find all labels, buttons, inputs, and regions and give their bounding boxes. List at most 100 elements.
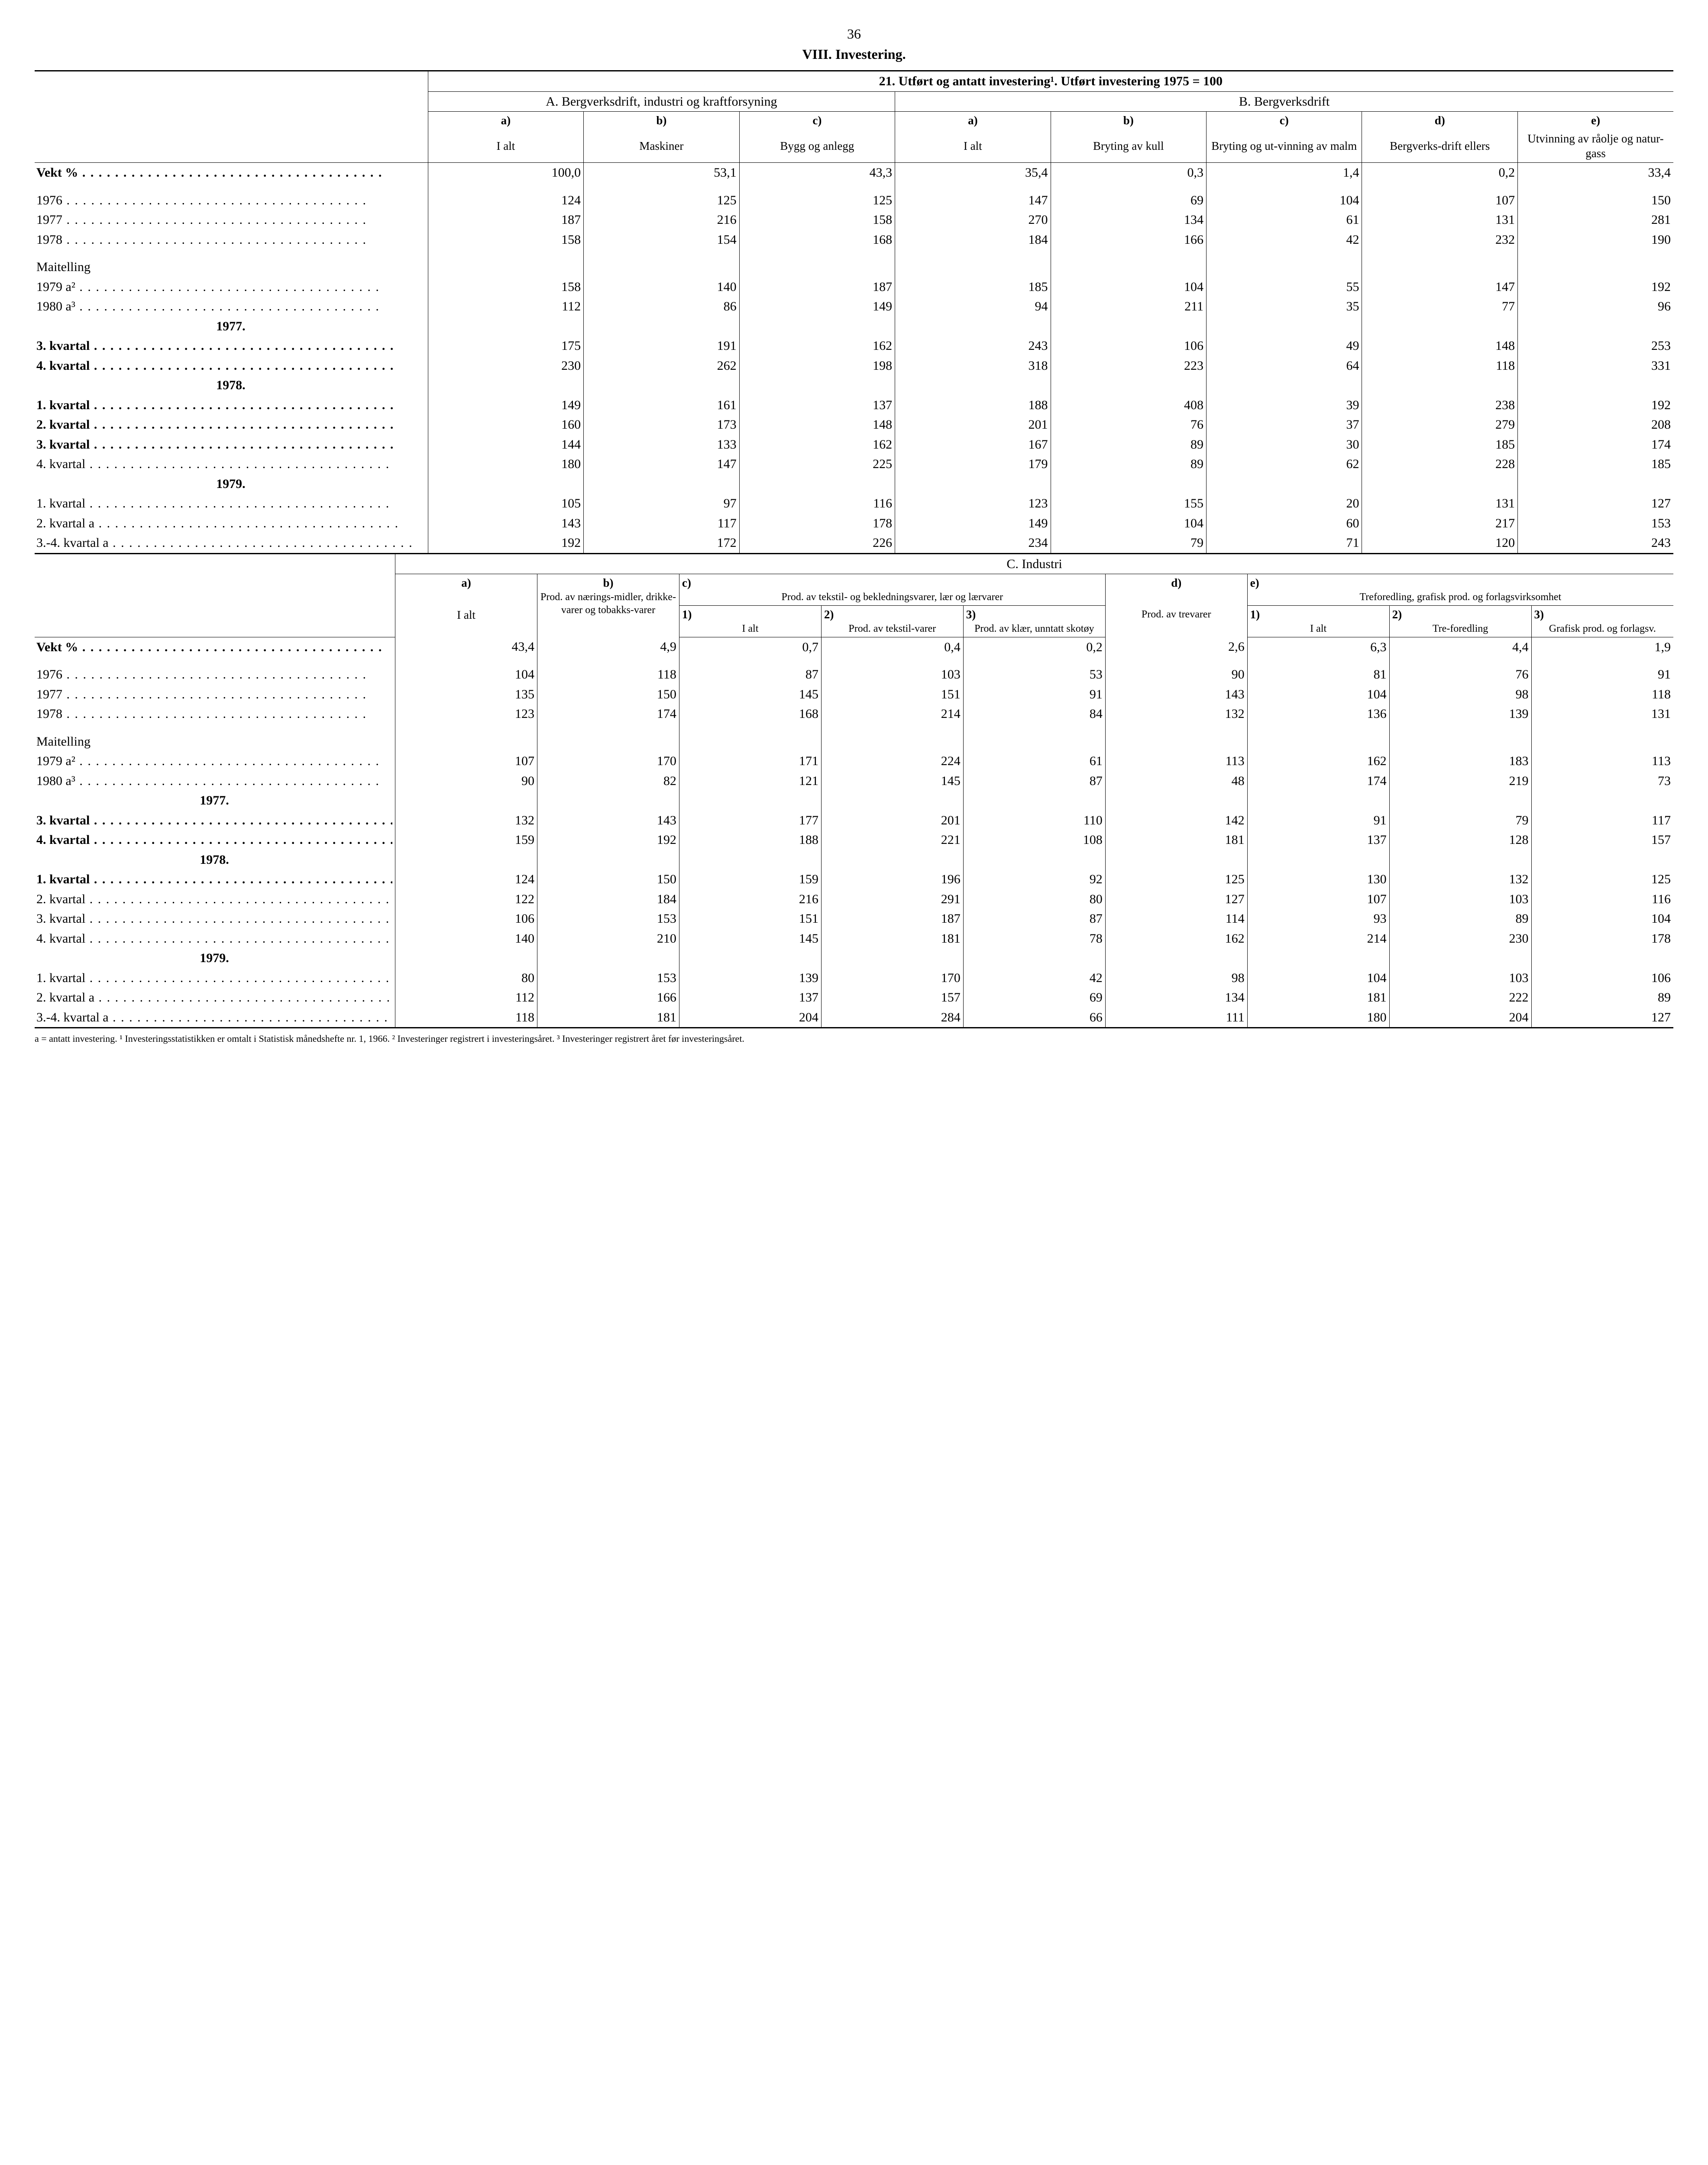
data-cell: 78 (963, 929, 1105, 949)
data-cell: 168 (739, 230, 895, 250)
data-cell: 97 (584, 494, 739, 514)
data-cell: 192 (1517, 395, 1673, 415)
data-cell: 39 (1207, 395, 1362, 415)
row-label: 3. kvartal (35, 811, 395, 830)
data-cell: 137 (739, 395, 895, 415)
data-cell: 43,3 (739, 163, 895, 183)
data-cell: 279 (1362, 415, 1517, 435)
data-cell: 103 (821, 665, 963, 685)
groupB-title: B. Bergverksdrift (895, 91, 1673, 112)
col-letter: a) (501, 114, 511, 127)
data-cell: 96 (1517, 297, 1673, 317)
data-cell: 211 (1051, 297, 1206, 317)
data-cell: 124 (395, 869, 537, 889)
data-cell: 224 (821, 751, 963, 771)
col-label: Bergverks-drift ellers (1362, 130, 1517, 163)
data-cell: 262 (584, 356, 739, 376)
data-cell: 184 (895, 230, 1051, 250)
col-letter: c) (1280, 114, 1289, 127)
data-cell: 125 (1531, 869, 1673, 889)
data-cell (1105, 732, 1247, 752)
data-cell: 113 (1105, 751, 1247, 771)
col-label: Maskiner (584, 130, 739, 163)
data-cell: 100,0 (428, 163, 583, 183)
data-cell: 0,2 (963, 637, 1105, 657)
data-cell: 145 (679, 685, 821, 704)
data-cell: 162 (739, 435, 895, 455)
data-cell (895, 257, 1051, 277)
data-cell: 123 (895, 494, 1051, 514)
data-cell (739, 257, 895, 277)
col-letter: e) (1591, 114, 1600, 127)
data-cell: 92 (963, 869, 1105, 889)
data-cell: 149 (739, 297, 895, 317)
data-cell: 166 (1051, 230, 1206, 250)
data-cell: 153 (1517, 514, 1673, 533)
data-cell: 167 (895, 435, 1051, 455)
data-cell: 120 (1362, 533, 1517, 553)
data-cell: 149 (428, 395, 583, 415)
row-label: 1. kvartal (35, 968, 395, 988)
col-letter: 3) (1534, 607, 1671, 622)
data-cell: 150 (1517, 191, 1673, 210)
data-cell: 130 (1247, 869, 1389, 889)
data-cell (1517, 257, 1673, 277)
col-label: I alt (895, 130, 1051, 163)
data-cell: 118 (537, 665, 679, 685)
data-cell: 143 (1105, 685, 1247, 704)
data-cell: 149 (895, 514, 1051, 533)
data-cell: 168 (679, 704, 821, 724)
data-cell: 145 (821, 771, 963, 791)
data-cell: 157 (1531, 830, 1673, 850)
data-cell: 187 (821, 909, 963, 929)
data-cell: 210 (537, 929, 679, 949)
data-cell: 142 (1105, 811, 1247, 830)
data-cell: 108 (963, 830, 1105, 850)
data-cell: 173 (584, 415, 739, 435)
data-cell: 151 (679, 909, 821, 929)
data-cell: 81 (1247, 665, 1389, 685)
data-cell: 154 (584, 230, 739, 250)
data-cell (1051, 257, 1206, 277)
year-header: 1978. (35, 375, 428, 395)
data-cell: 53,1 (584, 163, 739, 183)
data-cell: 221 (821, 830, 963, 850)
section-title: VIII. Investering. (35, 46, 1673, 62)
data-cell: 20 (1207, 494, 1362, 514)
data-cell: 104 (1531, 909, 1673, 929)
data-cell: 77 (1362, 297, 1517, 317)
data-cell: 185 (1517, 454, 1673, 474)
data-cell: 110 (963, 811, 1105, 830)
data-cell: 238 (1362, 395, 1517, 415)
data-cell (395, 732, 537, 752)
data-cell: 124 (428, 191, 583, 210)
data-cell: 118 (1362, 356, 1517, 376)
data-cell: 0,3 (1051, 163, 1206, 183)
data-cell: 135 (395, 685, 537, 704)
data-cell: 214 (821, 704, 963, 724)
data-cell: 30 (1207, 435, 1362, 455)
row-label: Maitelling (35, 732, 395, 752)
col-letter: b) (540, 576, 676, 591)
data-cell: 91 (1247, 811, 1389, 830)
col-label: Prod. av nærings-midler, drikke-varer og… (540, 591, 676, 617)
data-cell: 147 (1362, 277, 1517, 297)
data-cell: 0,7 (679, 637, 821, 657)
data-cell: 172 (584, 533, 739, 553)
data-cell: 107 (1362, 191, 1517, 210)
table-investering-top: 21. Utført og antatt investering¹. Utfør… (35, 70, 1673, 554)
data-cell: 4,4 (1389, 637, 1531, 657)
data-cell: 181 (1105, 830, 1247, 850)
data-cell: 33,4 (1517, 163, 1673, 183)
banner-top: 21. Utført og antatt investering¹. Utfør… (428, 71, 1673, 92)
col-letter: b) (656, 114, 666, 127)
year-header: 1979. (35, 474, 428, 494)
data-cell: 331 (1517, 356, 1673, 376)
row-label: 1. kvartal (35, 869, 395, 889)
year-header: 1977. (35, 317, 428, 336)
data-cell: 318 (895, 356, 1051, 376)
data-cell: 175 (428, 336, 583, 356)
row-label: 1977 (35, 210, 428, 230)
data-cell: 230 (428, 356, 583, 376)
data-cell: 184 (537, 889, 679, 909)
